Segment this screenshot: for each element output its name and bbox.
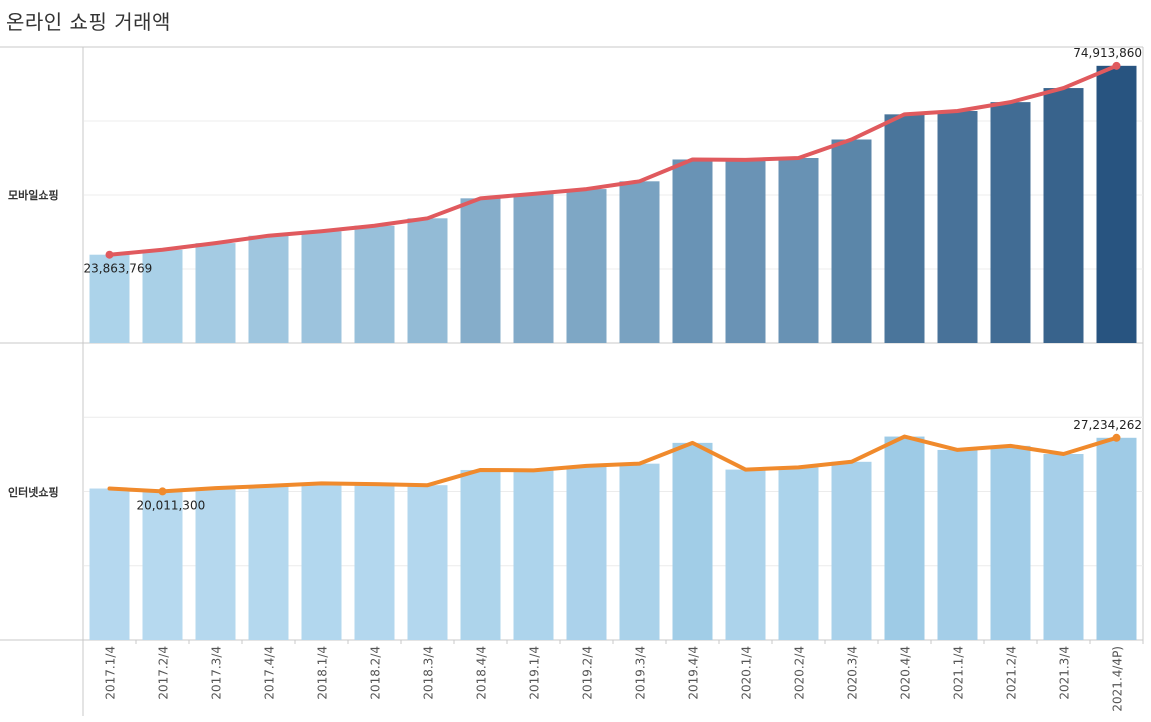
- bar-mobile-17: [990, 102, 1031, 343]
- data-label: 23,863,769: [84, 262, 153, 276]
- bar-mobile-6: [407, 218, 448, 343]
- x-tick-label: 2020.2/4: [793, 646, 807, 700]
- data-label: 27,234,262: [1073, 418, 1142, 432]
- bar-mobile-12: [725, 159, 766, 343]
- bar-internet-12: [725, 469, 766, 640]
- bar-mobile-18: [1043, 88, 1084, 343]
- bar-internet-0: [89, 488, 130, 640]
- data-label: 74,913,860: [1073, 46, 1142, 60]
- line-marker: [105, 250, 114, 259]
- row-label-mobile: 모바일쇼핑: [8, 189, 59, 202]
- bar-mobile-0: [89, 254, 130, 343]
- bar-internet-11: [672, 442, 713, 640]
- bar-internet-3: [248, 485, 289, 640]
- bar-internet-7: [460, 469, 501, 640]
- x-tick-label: 2020.1/4: [740, 646, 754, 700]
- bar-internet-6: [407, 485, 448, 640]
- bar-mobile-10: [619, 181, 660, 343]
- bar-internet-13: [778, 467, 819, 640]
- x-tick-label: 2021.1/4: [952, 646, 966, 700]
- line-marker: [1112, 61, 1121, 70]
- bar-internet-1: [142, 491, 183, 640]
- bar-mobile-7: [460, 198, 501, 343]
- x-tick-label: 2021.3/4: [1058, 646, 1072, 700]
- bar-internet-15: [884, 436, 925, 640]
- bar-internet-19: [1096, 437, 1137, 640]
- trend-line-internet: [107, 434, 1119, 494]
- data-label: 20,011,300: [137, 498, 206, 512]
- bar-internet-16: [937, 449, 978, 640]
- bar-internet-4: [301, 483, 342, 640]
- x-tick-label: 2021.2/4: [1005, 646, 1019, 700]
- bar-internet-10: [619, 463, 660, 640]
- x-tick-label: 2017.2/4: [157, 646, 171, 700]
- x-tick-label: 2017.3/4: [210, 646, 224, 700]
- x-tick-label: 2020.3/4: [846, 646, 860, 700]
- bar-mobile-13: [778, 158, 819, 343]
- x-tick-label: 2018.1/4: [316, 646, 330, 700]
- row-label-internet: 인터넷쇼핑: [8, 486, 59, 499]
- bar-mobile-2: [195, 243, 236, 343]
- bar-mobile-3: [248, 235, 289, 343]
- chart-title: 온라인 쇼핑 거래액: [6, 10, 171, 34]
- x-tick-label: 2018.3/4: [422, 646, 436, 700]
- bar-internet-2: [195, 488, 236, 640]
- x-tick-label: 2017.4/4: [263, 646, 277, 700]
- line-marker: [1112, 433, 1121, 442]
- x-tick-label: 2020.4/4: [899, 646, 913, 700]
- x-tick-label: 2019.4/4: [687, 646, 701, 700]
- bar-mobile-14: [831, 139, 872, 343]
- bar-mobile-19: [1096, 65, 1137, 343]
- bar-internet-17: [990, 445, 1031, 640]
- x-tick-label: 2019.3/4: [634, 646, 648, 700]
- x-tick-label: 2017.1/4: [104, 646, 118, 700]
- bar-mobile-15: [884, 114, 925, 343]
- bar-mobile-9: [566, 189, 607, 343]
- x-tick-label: 2018.4/4: [475, 646, 489, 700]
- x-tick-label: 2018.2/4: [369, 646, 383, 700]
- x-tick-label: 2019.1/4: [528, 646, 542, 700]
- bar-mobile-5: [354, 225, 395, 343]
- bar-internet-14: [831, 461, 872, 640]
- bar-internet-9: [566, 465, 607, 640]
- bar-mobile-16: [937, 111, 978, 343]
- bar-internet-18: [1043, 454, 1084, 640]
- bar-mobile-4: [301, 231, 342, 343]
- bar-mobile-11: [672, 159, 713, 343]
- bar-mobile-8: [513, 193, 554, 343]
- x-tick-label: 2019.2/4: [581, 646, 595, 700]
- bar-internet-8: [513, 470, 554, 640]
- bar-internet-5: [354, 484, 395, 640]
- trend-line-mobile: [107, 63, 1119, 257]
- x-tick-label: 2021.4/4P): [1111, 646, 1125, 712]
- line-marker: [158, 487, 167, 496]
- bar-mobile-1: [142, 249, 183, 343]
